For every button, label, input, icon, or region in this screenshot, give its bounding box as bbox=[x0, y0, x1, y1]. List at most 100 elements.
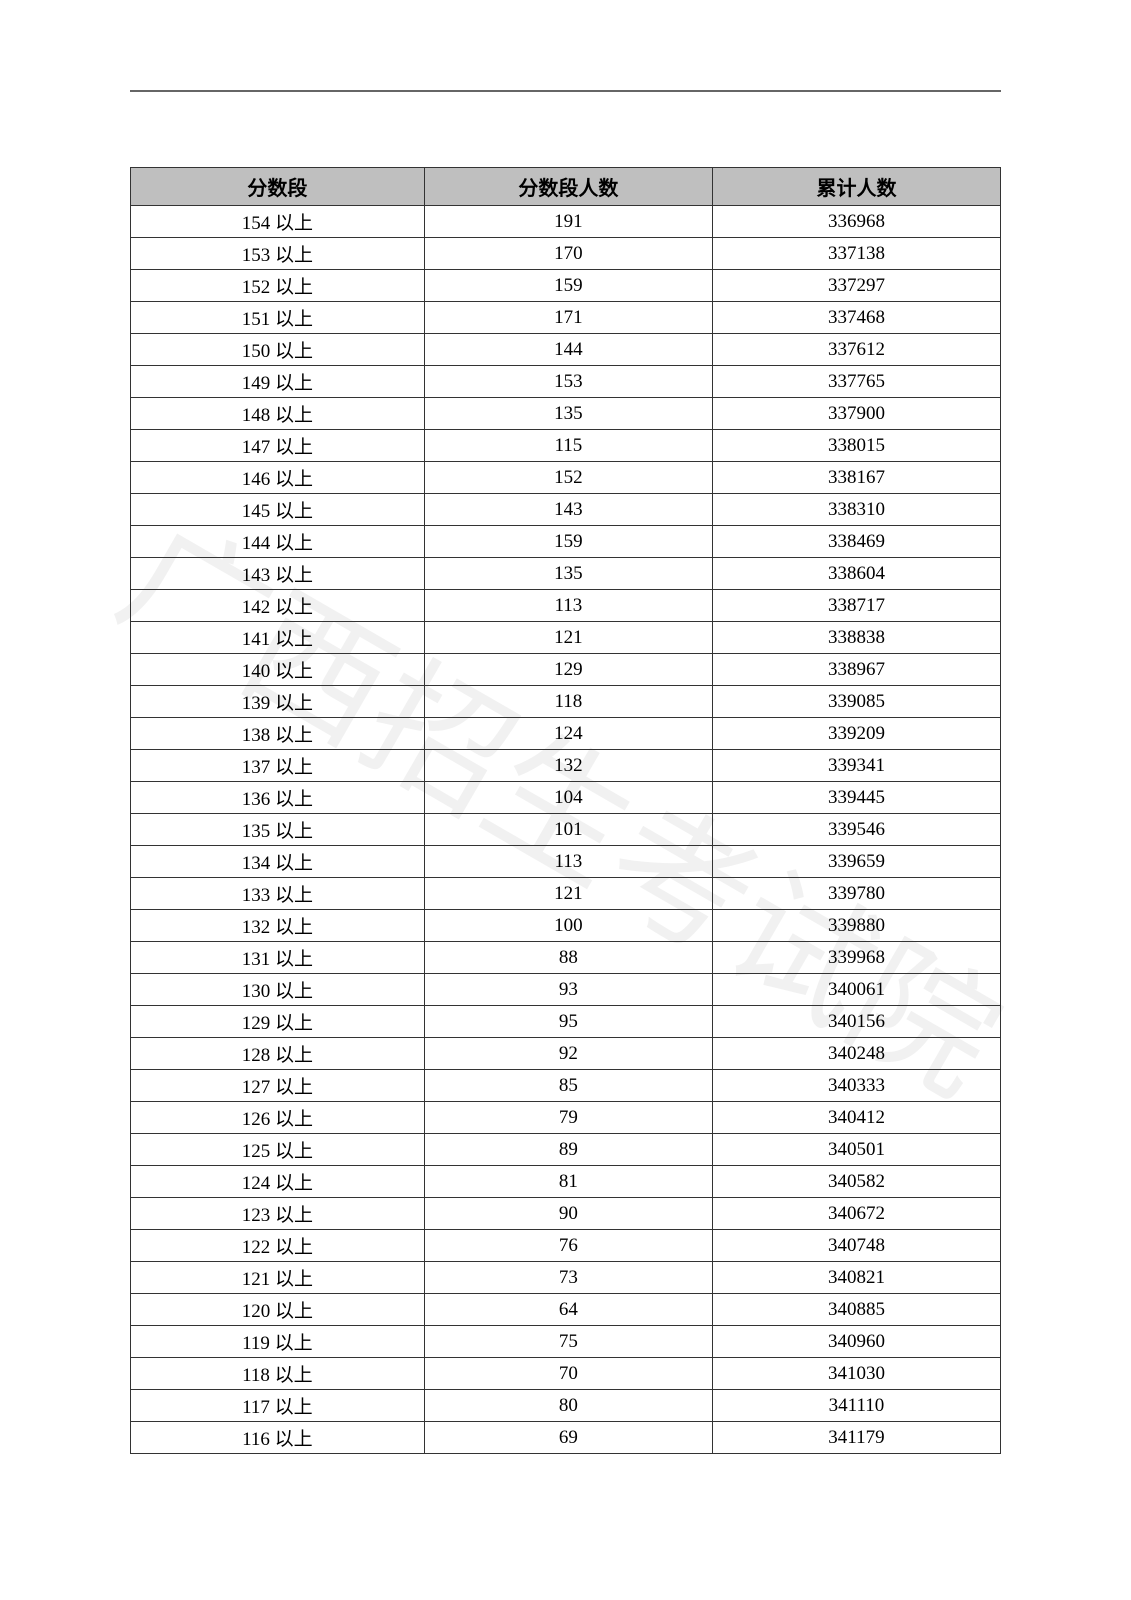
cell-cumulative-count: 340885 bbox=[712, 1294, 1000, 1326]
cell-range-count: 75 bbox=[424, 1326, 712, 1358]
table-row: 147 以上115338015 bbox=[131, 430, 1001, 462]
cell-score-range: 122 以上 bbox=[131, 1230, 425, 1262]
table-row: 136 以上104339445 bbox=[131, 782, 1001, 814]
cell-cumulative-count: 337297 bbox=[712, 270, 1000, 302]
table-row: 141 以上121338838 bbox=[131, 622, 1001, 654]
cell-range-count: 81 bbox=[424, 1166, 712, 1198]
table-row: 127 以上85340333 bbox=[131, 1070, 1001, 1102]
cell-range-count: 121 bbox=[424, 878, 712, 910]
cell-range-count: 95 bbox=[424, 1006, 712, 1038]
cell-score-range: 127 以上 bbox=[131, 1070, 425, 1102]
cell-score-range: 143 以上 bbox=[131, 558, 425, 590]
cell-range-count: 70 bbox=[424, 1358, 712, 1390]
cell-cumulative-count: 340748 bbox=[712, 1230, 1000, 1262]
cell-range-count: 100 bbox=[424, 910, 712, 942]
table-row: 142 以上113338717 bbox=[131, 590, 1001, 622]
cell-cumulative-count: 340821 bbox=[712, 1262, 1000, 1294]
cell-cumulative-count: 340248 bbox=[712, 1038, 1000, 1070]
cell-range-count: 104 bbox=[424, 782, 712, 814]
cell-range-count: 152 bbox=[424, 462, 712, 494]
cell-cumulative-count: 340061 bbox=[712, 974, 1000, 1006]
cell-range-count: 101 bbox=[424, 814, 712, 846]
cell-score-range: 117 以上 bbox=[131, 1390, 425, 1422]
cell-range-count: 89 bbox=[424, 1134, 712, 1166]
cell-score-range: 124 以上 bbox=[131, 1166, 425, 1198]
cell-cumulative-count: 337468 bbox=[712, 302, 1000, 334]
table-row: 137 以上132339341 bbox=[131, 750, 1001, 782]
table-row: 129 以上95340156 bbox=[131, 1006, 1001, 1038]
table-row: 145 以上143338310 bbox=[131, 494, 1001, 526]
header-score-range: 分数段 bbox=[131, 168, 425, 206]
cell-range-count: 80 bbox=[424, 1390, 712, 1422]
cell-range-count: 129 bbox=[424, 654, 712, 686]
cell-range-count: 171 bbox=[424, 302, 712, 334]
cell-cumulative-count: 338717 bbox=[712, 590, 1000, 622]
table-row: 152 以上159337297 bbox=[131, 270, 1001, 302]
cell-cumulative-count: 338469 bbox=[712, 526, 1000, 558]
table-row: 121 以上73340821 bbox=[131, 1262, 1001, 1294]
table-row: 153 以上170337138 bbox=[131, 238, 1001, 270]
cell-score-range: 147 以上 bbox=[131, 430, 425, 462]
header-cumulative-count: 累计人数 bbox=[712, 168, 1000, 206]
cell-cumulative-count: 340333 bbox=[712, 1070, 1000, 1102]
table-row: 154 以上191336968 bbox=[131, 206, 1001, 238]
table-row: 148 以上135337900 bbox=[131, 398, 1001, 430]
cell-cumulative-count: 336968 bbox=[712, 206, 1000, 238]
page-container: 分数段 分数段人数 累计人数 154 以上191336968153 以上1703… bbox=[0, 0, 1131, 1600]
table-row: 132 以上100339880 bbox=[131, 910, 1001, 942]
table-row: 126 以上79340412 bbox=[131, 1102, 1001, 1134]
cell-score-range: 119 以上 bbox=[131, 1326, 425, 1358]
cell-range-count: 90 bbox=[424, 1198, 712, 1230]
cell-score-range: 150 以上 bbox=[131, 334, 425, 366]
cell-score-range: 121 以上 bbox=[131, 1262, 425, 1294]
cell-cumulative-count: 339546 bbox=[712, 814, 1000, 846]
cell-cumulative-count: 337612 bbox=[712, 334, 1000, 366]
header-range-count: 分数段人数 bbox=[424, 168, 712, 206]
table-row: 124 以上81340582 bbox=[131, 1166, 1001, 1198]
cell-cumulative-count: 341030 bbox=[712, 1358, 1000, 1390]
table-row: 135 以上101339546 bbox=[131, 814, 1001, 846]
cell-cumulative-count: 338167 bbox=[712, 462, 1000, 494]
table-row: 123 以上90340672 bbox=[131, 1198, 1001, 1230]
cell-cumulative-count: 340672 bbox=[712, 1198, 1000, 1230]
cell-cumulative-count: 339341 bbox=[712, 750, 1000, 782]
cell-range-count: 132 bbox=[424, 750, 712, 782]
cell-range-count: 118 bbox=[424, 686, 712, 718]
table-row: 150 以上144337612 bbox=[131, 334, 1001, 366]
top-horizontal-rule bbox=[130, 90, 1001, 92]
cell-cumulative-count: 339780 bbox=[712, 878, 1000, 910]
cell-score-range: 125 以上 bbox=[131, 1134, 425, 1166]
cell-range-count: 170 bbox=[424, 238, 712, 270]
cell-range-count: 115 bbox=[424, 430, 712, 462]
cell-range-count: 124 bbox=[424, 718, 712, 750]
table-row: 143 以上135338604 bbox=[131, 558, 1001, 590]
cell-score-range: 126 以上 bbox=[131, 1102, 425, 1134]
table-header-row: 分数段 分数段人数 累计人数 bbox=[131, 168, 1001, 206]
cell-score-range: 148 以上 bbox=[131, 398, 425, 430]
cell-range-count: 93 bbox=[424, 974, 712, 1006]
cell-cumulative-count: 341179 bbox=[712, 1422, 1000, 1454]
cell-cumulative-count: 339445 bbox=[712, 782, 1000, 814]
cell-score-range: 146 以上 bbox=[131, 462, 425, 494]
cell-score-range: 128 以上 bbox=[131, 1038, 425, 1070]
table-row: 130 以上93340061 bbox=[131, 974, 1001, 1006]
cell-score-range: 144 以上 bbox=[131, 526, 425, 558]
cell-range-count: 92 bbox=[424, 1038, 712, 1070]
cell-cumulative-count: 340156 bbox=[712, 1006, 1000, 1038]
cell-range-count: 113 bbox=[424, 846, 712, 878]
cell-cumulative-count: 341110 bbox=[712, 1390, 1000, 1422]
cell-range-count: 159 bbox=[424, 270, 712, 302]
table-row: 120 以上64340885 bbox=[131, 1294, 1001, 1326]
cell-range-count: 85 bbox=[424, 1070, 712, 1102]
table-row: 149 以上153337765 bbox=[131, 366, 1001, 398]
cell-score-range: 149 以上 bbox=[131, 366, 425, 398]
cell-score-range: 130 以上 bbox=[131, 974, 425, 1006]
table-row: 134 以上113339659 bbox=[131, 846, 1001, 878]
cell-score-range: 120 以上 bbox=[131, 1294, 425, 1326]
cell-range-count: 73 bbox=[424, 1262, 712, 1294]
cell-range-count: 153 bbox=[424, 366, 712, 398]
table-row: 139 以上118339085 bbox=[131, 686, 1001, 718]
cell-score-range: 132 以上 bbox=[131, 910, 425, 942]
table-row: 122 以上76340748 bbox=[131, 1230, 1001, 1262]
cell-cumulative-count: 338015 bbox=[712, 430, 1000, 462]
